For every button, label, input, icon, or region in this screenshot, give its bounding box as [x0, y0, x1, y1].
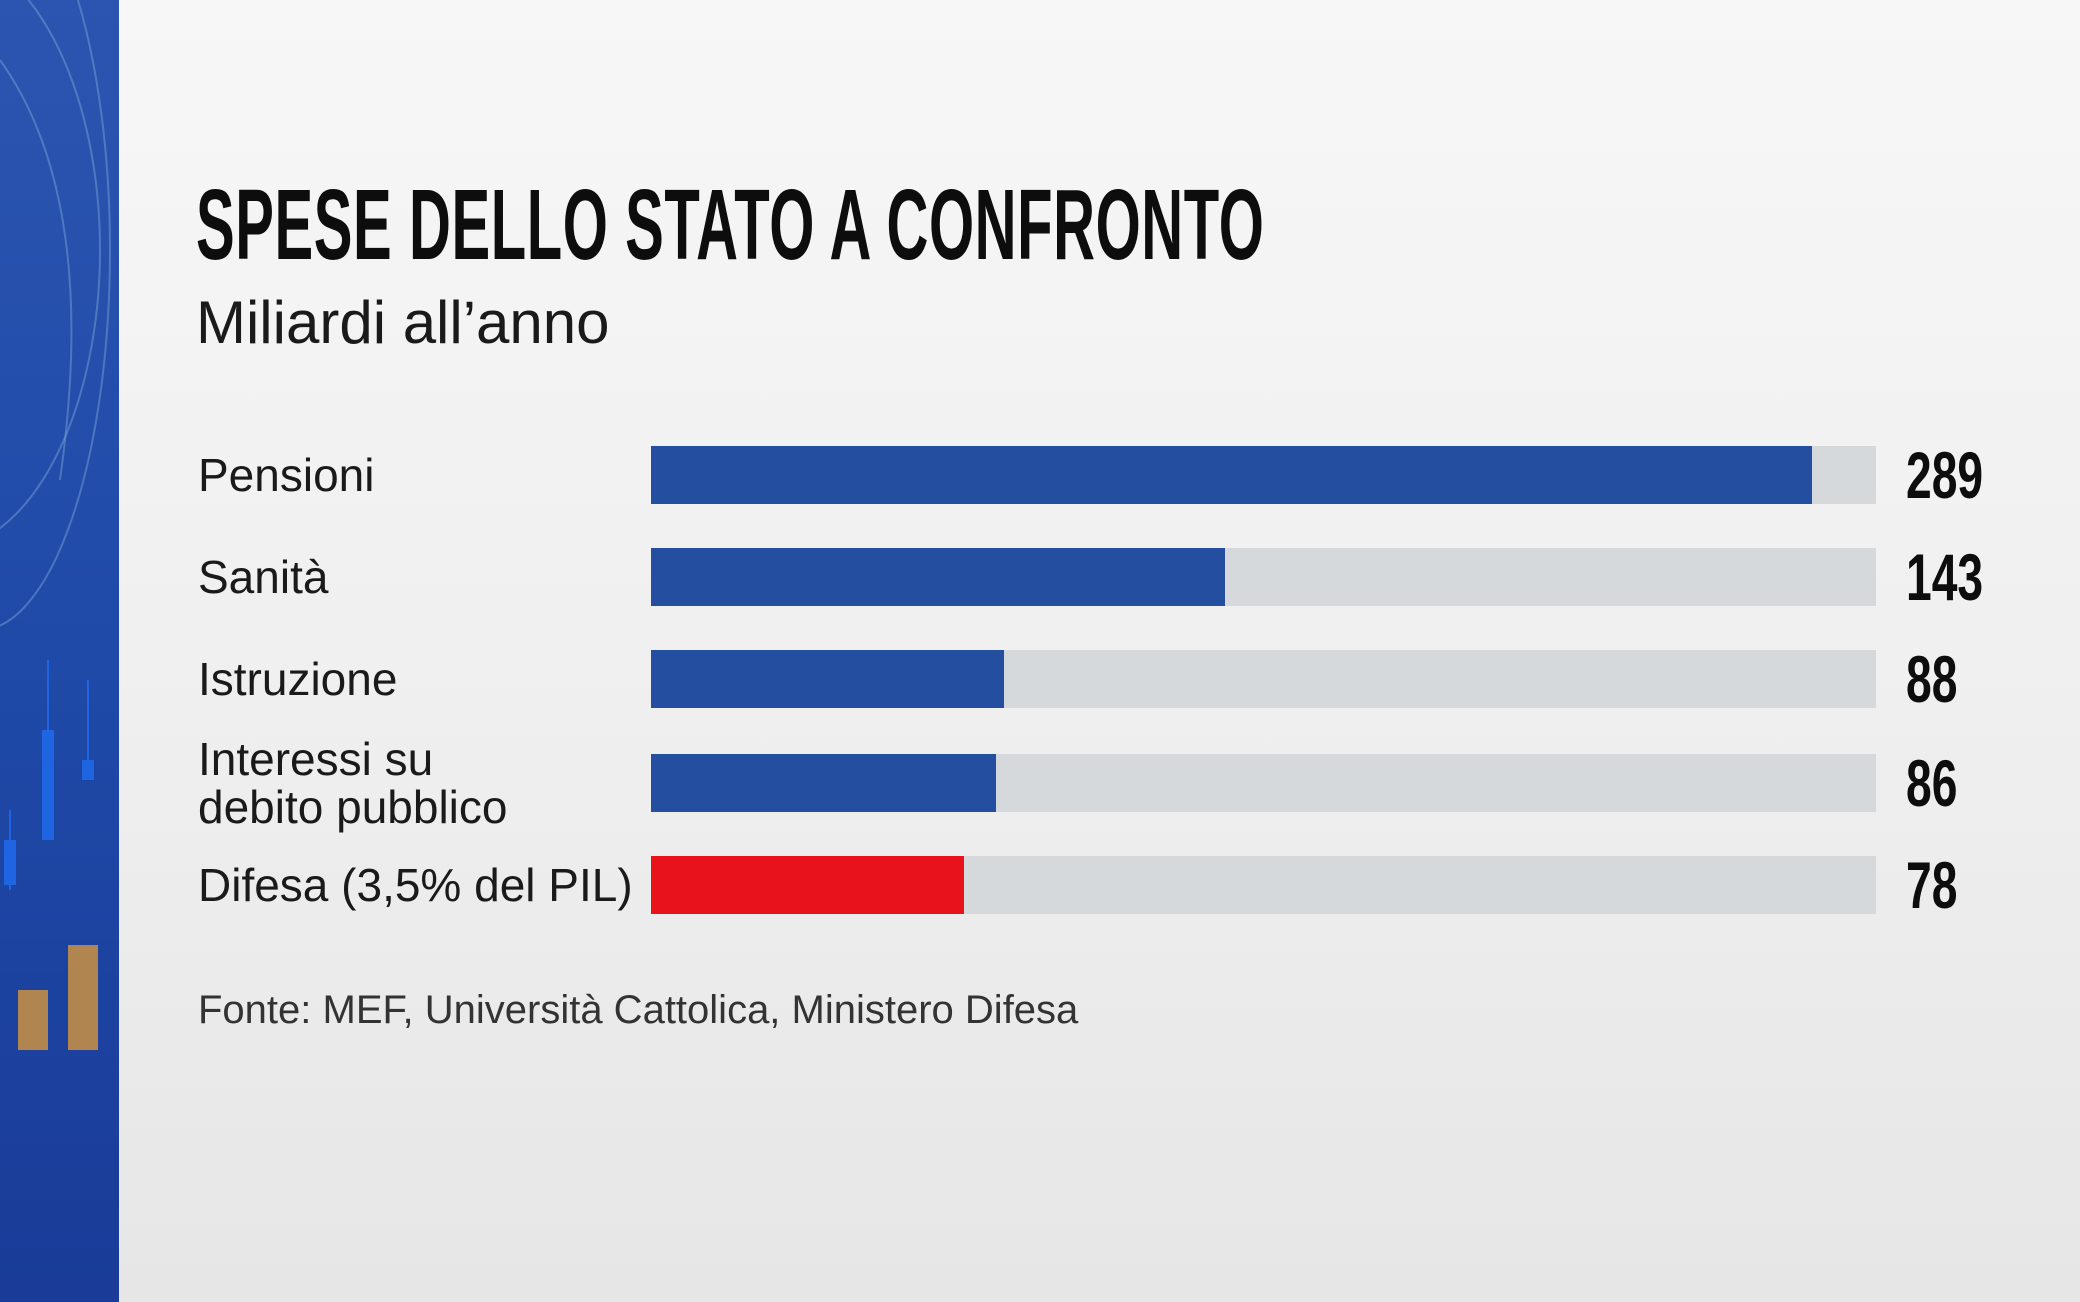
- category-label-line: Difesa (3,5% del PIL): [198, 859, 633, 911]
- bar-track: [651, 548, 1876, 606]
- bar-track: [651, 754, 1876, 812]
- category-label-line: Istruzione: [198, 653, 398, 705]
- decorative-side-panel: [0, 0, 119, 1302]
- bar: [651, 548, 1226, 606]
- category-label-line: Pensioni: [198, 449, 375, 501]
- bar: [651, 650, 1005, 708]
- category-label-line: Sanità: [198, 551, 329, 603]
- category-label: Difesa (3,5% del PIL): [198, 861, 633, 909]
- value-label: 143: [1906, 540, 1984, 614]
- category-label: Istruzione: [198, 655, 397, 703]
- bar-track: [651, 650, 1876, 708]
- category-label: Pensioni: [198, 451, 374, 499]
- bar-track: [651, 856, 1876, 914]
- chart-title: SPESE DELLO STATO A CONFRONTO: [196, 169, 1265, 281]
- bar-track: [651, 446, 1876, 504]
- value-label: 86: [1906, 746, 1958, 820]
- bar: [651, 446, 1812, 504]
- value-label: 289: [1906, 438, 1984, 512]
- value-label: 78: [1906, 848, 1958, 922]
- decorative-globe-graphic: [0, 0, 111, 1050]
- category-label: Sanità: [198, 553, 328, 601]
- source-note: Fonte: MEF, Università Cattolica, Minist…: [198, 988, 1079, 1032]
- category-label-line: Interessi su: [198, 733, 434, 785]
- category-label: Interessi su debito pubblico: [198, 735, 507, 831]
- value-label: 88: [1906, 642, 1958, 716]
- chart-subtitle: Miliardi all’anno: [196, 289, 610, 356]
- category-label-line: debito pubblico: [198, 781, 508, 833]
- bar: [651, 754, 997, 812]
- bar: [651, 856, 965, 914]
